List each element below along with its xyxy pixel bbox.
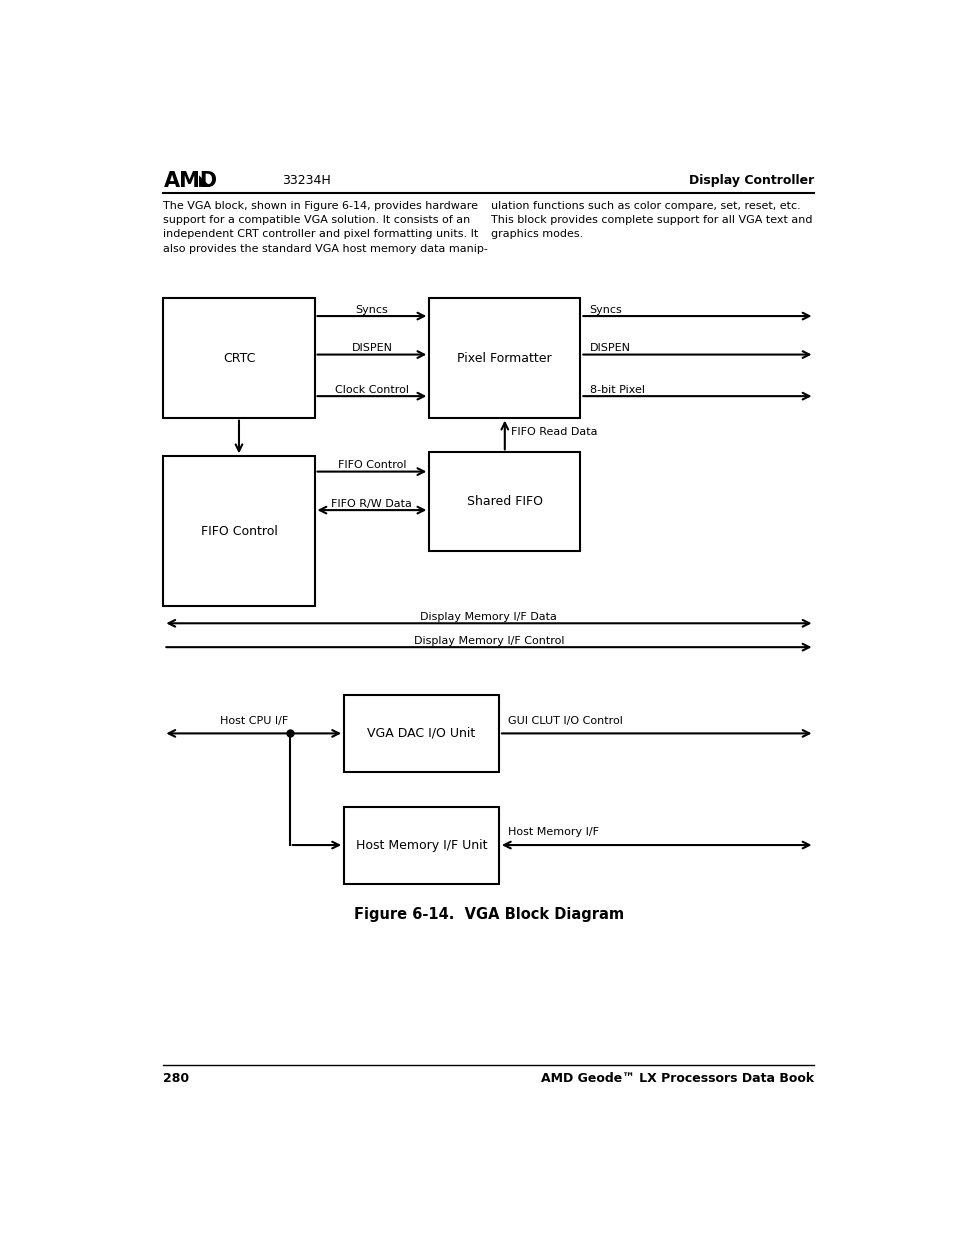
- Bar: [344, 695, 498, 772]
- Text: Display Memory I/F Control: Display Memory I/F Control: [414, 636, 563, 646]
- Text: The VGA block, shown in Figure 6-14, provides hardware
support for a compatible : The VGA block, shown in Figure 6-14, pro…: [163, 200, 488, 253]
- Text: 33234H: 33234H: [282, 174, 331, 186]
- Text: FIFO Control: FIFO Control: [337, 461, 406, 471]
- Text: GUI CLUT I/O Control: GUI CLUT I/O Control: [508, 716, 622, 726]
- Bar: [429, 299, 579, 417]
- Text: Shared FIFO: Shared FIFO: [466, 495, 542, 508]
- Text: Host Memory I/F Unit: Host Memory I/F Unit: [355, 839, 487, 852]
- Text: Host Memory I/F: Host Memory I/F: [508, 827, 598, 837]
- Bar: [163, 456, 314, 606]
- Text: Pixel Formatter: Pixel Formatter: [457, 352, 552, 364]
- Text: AMD: AMD: [163, 170, 217, 190]
- Text: ulation functions such as color compare, set, reset, etc.
This block provides co: ulation functions such as color compare,…: [491, 200, 812, 240]
- Text: FIFO Control: FIFO Control: [200, 525, 277, 537]
- Text: FIFO R/W Data: FIFO R/W Data: [331, 499, 412, 509]
- Text: AMD Geode™ LX Processors Data Book: AMD Geode™ LX Processors Data Book: [540, 1072, 814, 1084]
- Text: DISPEN: DISPEN: [351, 343, 392, 353]
- Bar: [344, 806, 498, 883]
- Text: CRTC: CRTC: [223, 352, 254, 364]
- Text: 8-bit Pixel: 8-bit Pixel: [589, 384, 644, 395]
- Text: Syncs: Syncs: [355, 305, 388, 315]
- Text: VGA DAC I/O Unit: VGA DAC I/O Unit: [367, 727, 476, 740]
- Text: Host CPU I/F: Host CPU I/F: [219, 716, 288, 726]
- Text: FIFO Read Data: FIFO Read Data: [511, 427, 597, 437]
- Text: DISPEN: DISPEN: [589, 343, 630, 353]
- Text: ◣: ◣: [199, 173, 211, 188]
- Text: Figure 6-14.  VGA Block Diagram: Figure 6-14. VGA Block Diagram: [354, 906, 623, 921]
- Text: Display Memory I/F Data: Display Memory I/F Data: [420, 611, 557, 621]
- Text: Syncs: Syncs: [589, 305, 621, 315]
- Text: Display Controller: Display Controller: [688, 174, 814, 186]
- Text: 280: 280: [163, 1072, 190, 1084]
- Bar: [163, 299, 314, 417]
- Bar: [429, 452, 579, 551]
- Text: Clock Control: Clock Control: [335, 384, 409, 395]
